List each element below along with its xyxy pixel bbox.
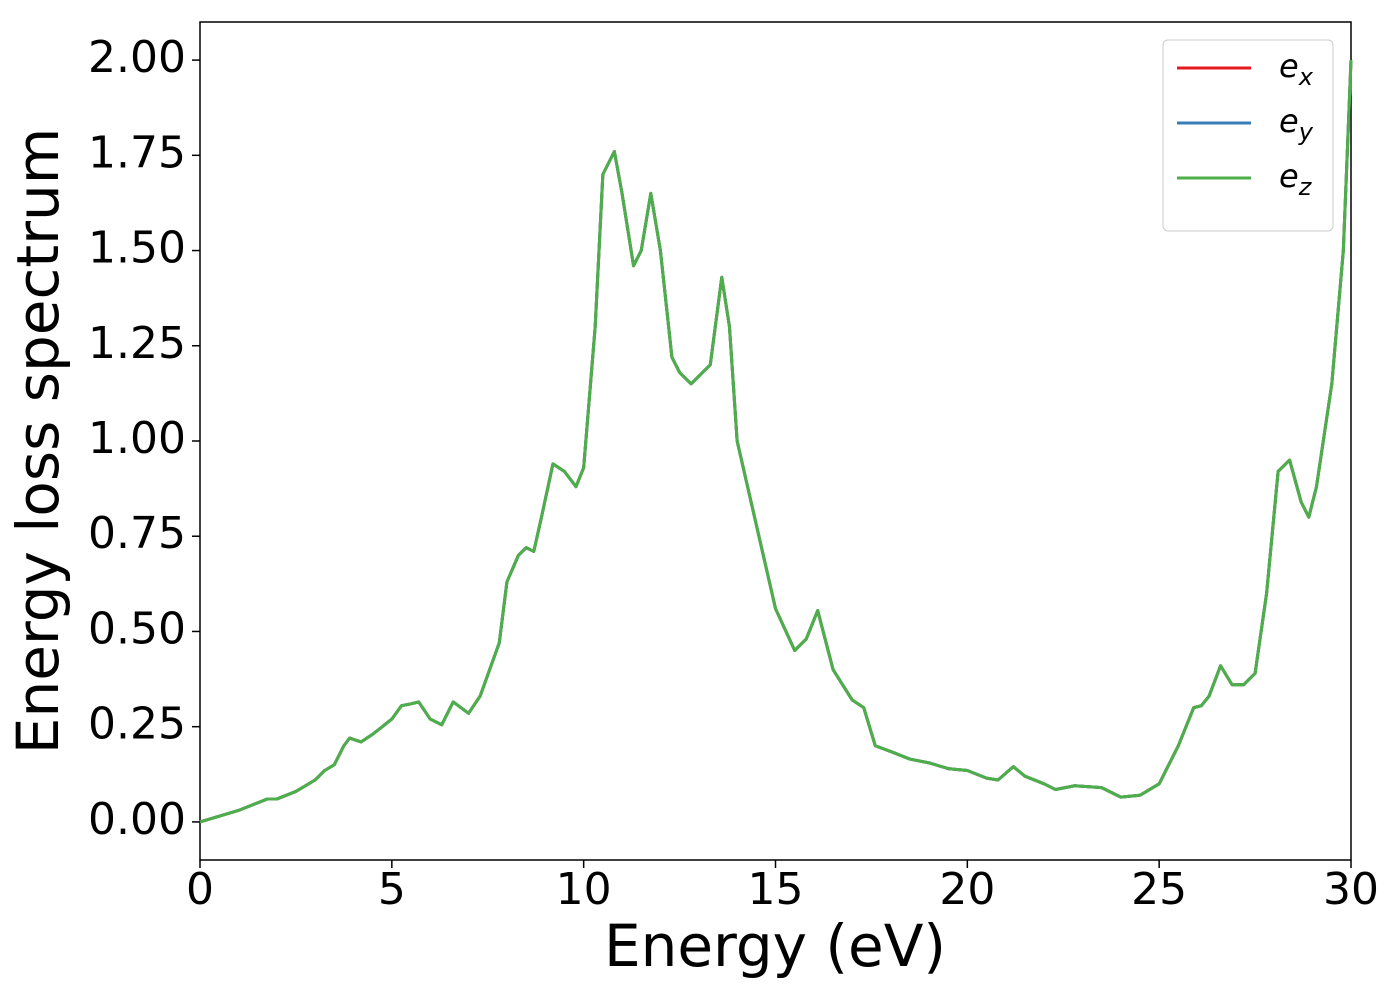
- y-axis-label: Energy loss spectrum: [4, 128, 72, 754]
- y-tick-label: 2.00: [88, 32, 186, 83]
- x-tick-label: 10: [556, 864, 612, 915]
- legend-label: ez: [1279, 157, 1313, 201]
- x-tick-label: 0: [186, 864, 214, 915]
- x-tick-label: 20: [939, 864, 995, 915]
- y-tick-label: 0.50: [88, 603, 186, 654]
- x-axis-label: Energy (eV): [604, 912, 946, 980]
- x-tick-label: 15: [748, 864, 804, 915]
- legend-label: ex: [1279, 47, 1314, 91]
- x-tick-label: 30: [1323, 864, 1379, 915]
- y-tick-label: 1.00: [88, 413, 186, 464]
- y-tick-label: 0.00: [88, 794, 186, 845]
- y-tick-label: 1.25: [88, 318, 186, 369]
- y-tick-label: 0.75: [88, 508, 186, 559]
- legend-label: ey: [1279, 102, 1314, 146]
- y-tick-label: 1.50: [88, 223, 186, 274]
- line-series: [199, 60, 1353, 824]
- x-tick-label: 5: [378, 864, 406, 915]
- legend-box: [1162, 39, 1334, 232]
- y-tick-label: 0.25: [88, 699, 186, 750]
- x-tick-label: 25: [1131, 864, 1187, 915]
- y-tick-label: 1.75: [88, 127, 186, 178]
